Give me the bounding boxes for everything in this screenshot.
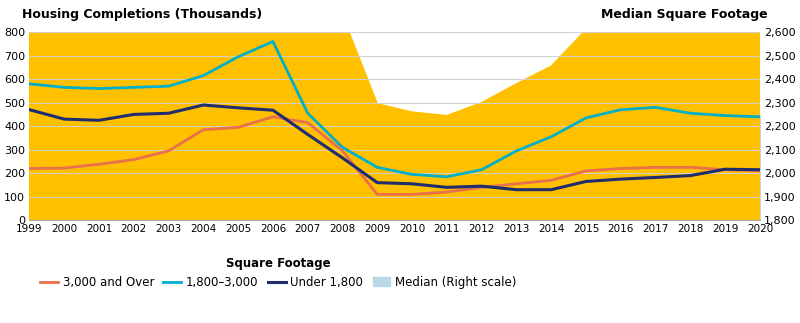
Text: Median Square Footage: Median Square Footage <box>601 8 767 21</box>
Legend: 3,000 and Over, 1,800–3,000, Under 1,800, Median (Right scale): 3,000 and Over, 1,800–3,000, Under 1,800… <box>35 252 521 293</box>
Text: Housing Completions (Thousands): Housing Completions (Thousands) <box>22 8 262 21</box>
